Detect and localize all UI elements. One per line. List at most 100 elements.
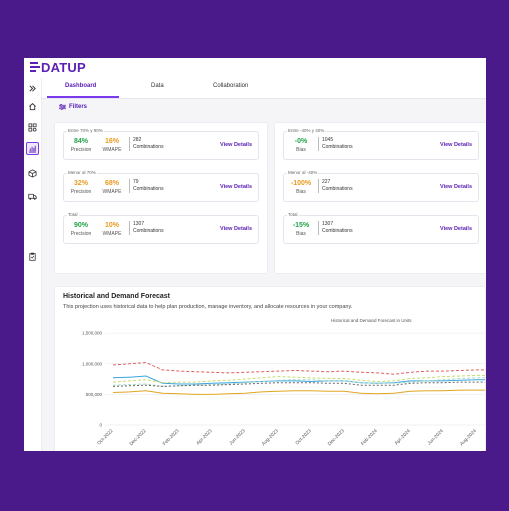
wmape-value: 16% [104, 138, 119, 145]
wmape-value: 10% [104, 222, 119, 229]
precision-metric: 32% Precision [69, 180, 93, 195]
combinations-label: Combinations [322, 186, 353, 192]
precision-panel: Entre 70% y 90% 84% Precision 16% WMAPE … [54, 122, 268, 274]
view-details-link[interactable]: View Details [440, 226, 472, 232]
bias-label: Bias [296, 147, 306, 153]
y-tick-label: 1,000,000 [82, 361, 103, 366]
combinations-label: Combinations [133, 228, 164, 234]
tab-data[interactable]: Data [151, 83, 164, 89]
combinations: 1045 Combinations [318, 137, 353, 151]
bias-label: Bias [296, 231, 306, 237]
view-details-link[interactable]: View Details [220, 184, 252, 190]
y-tick-label: 1,500,000 [82, 331, 103, 336]
forecast-chart: 0 500,000 1,000,000 1,500,000 Oct-2022 Dec-20… [82, 331, 485, 447]
card-title: Entre 70% y 90% [67, 128, 104, 133]
combinations-count: 1307 [133, 221, 145, 227]
precision-card: Menor al 70% 32% Precision 68% WMAPE 79 … [63, 170, 259, 202]
view-details-link[interactable]: View Details [440, 184, 472, 190]
logo-text: DATUP [41, 59, 86, 75]
combinations: 1307 Combinations [129, 221, 164, 235]
expand-icon[interactable] [26, 82, 39, 95]
combinations-count: 79 [133, 179, 139, 185]
bias-card: Menor al -40% -100% Bias 227 Combination… [283, 170, 479, 202]
tab-dashboard[interactable]: Dashboard [65, 83, 97, 89]
bias-metric: -100% Bias [289, 180, 313, 195]
precision-value: 32% [73, 180, 88, 187]
combinations-label: Combinations [133, 186, 164, 192]
x-tick-label: Apr-2024 [394, 428, 412, 446]
series-line [112, 381, 485, 387]
precision-value: 84% [73, 138, 88, 145]
x-tick-label: Dec-2023 [327, 428, 346, 447]
chart-title: Historical and Demand Forecast in Units [331, 318, 412, 323]
precision-value: 90% [73, 222, 88, 229]
grid-icon[interactable] [26, 121, 39, 134]
x-tick-label: Jun-2023 [228, 428, 247, 447]
wmape-label: WMAPE [102, 189, 122, 195]
bias-metric: -15% Bias [289, 222, 313, 237]
combinations: 1307 Combinations [318, 221, 353, 235]
bias-card: Total -15% Bias 1307 Combinations View D… [283, 212, 479, 244]
wmape-label: WMAPE [102, 147, 122, 153]
home-icon[interactable] [26, 100, 39, 113]
combinations: 227 Combinations [318, 179, 353, 193]
series-line [112, 389, 485, 395]
bias-value: -100% [290, 180, 312, 187]
card-title: Menor al 70% [67, 170, 97, 175]
x-tick-label: Aug-2023 [261, 428, 280, 447]
precision-label: Precision [70, 147, 92, 153]
bias-value: -0% [294, 138, 308, 145]
view-details-link[interactable]: View Details [440, 142, 472, 148]
filters-button[interactable]: Filters [59, 104, 87, 110]
series-line [112, 377, 485, 387]
combinations-label: Combinations [322, 144, 353, 150]
precision-label: Precision [70, 189, 92, 195]
box-icon[interactable] [26, 167, 39, 180]
combinations-count: 227 [322, 179, 331, 185]
app-window: DATUP Dashboard Data Collaboration [24, 58, 486, 451]
view-details-link[interactable]: View Details [220, 142, 252, 148]
wmape-metric: 16% WMAPE [100, 138, 124, 153]
series-line [112, 374, 485, 384]
chart-icon[interactable] [26, 142, 39, 155]
card-title: Entre -40% y 40% [287, 128, 326, 133]
combinations-label: Combinations [322, 228, 353, 234]
x-tick-label: Dec-2022 [128, 428, 147, 447]
tab-bar: Dashboard Data Collaboration [42, 78, 486, 99]
wmape-metric: 68% WMAPE [100, 180, 124, 195]
truck-icon[interactable] [26, 190, 39, 203]
series-line [112, 361, 485, 375]
y-tick-label: 0 [99, 423, 102, 428]
x-tick-label: Feb-2024 [360, 428, 379, 447]
x-tick-label: Feb-2023 [162, 428, 181, 447]
bias-card: Entre -40% y 40% -0% Bias 1045 Combinati… [283, 128, 479, 160]
wmape-metric: 10% WMAPE [100, 222, 124, 237]
combinations-label: Combinations [133, 144, 164, 150]
tab-collaboration[interactable]: Collaboration [213, 83, 249, 89]
forecast-subtitle: This projection uses historical data to … [63, 304, 353, 310]
y-tick-label: 500,000 [86, 392, 103, 397]
sidebar [24, 78, 42, 451]
combinations-count: 282 [133, 137, 142, 143]
bias-label: Bias [296, 189, 306, 195]
clipboard-icon[interactable] [26, 250, 39, 263]
forecast-title: Historical and Demand Forecast [63, 293, 170, 300]
precision-label: Precision [70, 231, 92, 237]
bias-panel: Entre -40% y 40% -0% Bias 1045 Combinati… [274, 122, 486, 274]
bias-value: -15% [292, 222, 310, 229]
active-tab-indicator [47, 96, 119, 98]
precision-metric: 90% Precision [69, 222, 93, 237]
filter-sliders-icon [59, 104, 66, 110]
combinations: 79 Combinations [129, 179, 164, 193]
x-tick-label: Jun-2024 [426, 428, 445, 447]
precision-card: Entre 70% y 90% 84% Precision 16% WMAPE … [63, 128, 259, 160]
precision-card: Total 90% Precision 10% WMAPE 1307 Combi… [63, 212, 259, 244]
card-title: Total [287, 212, 299, 217]
x-tick-label: Aug-2024 [459, 428, 478, 447]
logo-mark [30, 62, 40, 72]
top-bar: DATUP [24, 58, 486, 78]
card-title: Total [67, 212, 79, 217]
view-details-link[interactable]: View Details [220, 226, 252, 232]
precision-metric: 84% Precision [69, 138, 93, 153]
wmape-value: 68% [104, 180, 119, 187]
